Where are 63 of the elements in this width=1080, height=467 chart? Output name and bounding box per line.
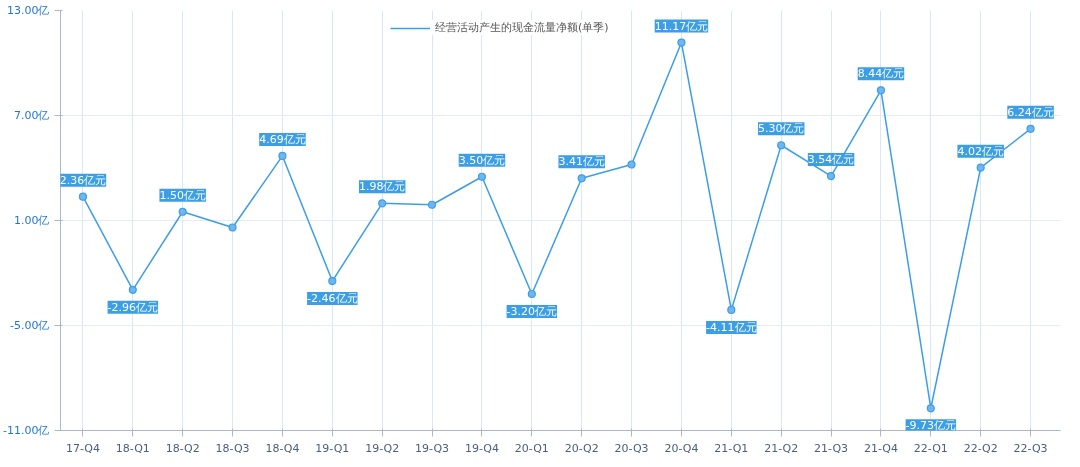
data-label: -9.73亿元 — [905, 419, 957, 433]
x-tick-label: 20-Q3 — [614, 441, 649, 455]
x-tick-label: 18-Q3 — [215, 441, 250, 455]
point — [427, 200, 437, 209]
x-tick-label: 20-Q2 — [564, 441, 599, 455]
data-label: 4.69亿元 — [259, 132, 306, 146]
data-label: 3.41亿元 — [558, 155, 605, 169]
data-label: -2.46亿元 — [307, 292, 358, 306]
data-label: 1.50亿元 — [159, 188, 206, 202]
point — [278, 151, 287, 161]
x-tick-label: 20-Q1 — [514, 441, 549, 455]
data-label: 3.54亿元 — [807, 153, 855, 167]
data-label: 8.44亿元 — [857, 67, 905, 81]
data-label: 3.50亿元 — [458, 153, 506, 167]
y-tick-label: -5.00亿 — [10, 319, 50, 332]
point — [926, 404, 935, 413]
x-tick-label: 19-Q2 — [365, 441, 400, 455]
point — [328, 276, 337, 286]
x-tick-label: 21-Q4 — [863, 441, 898, 455]
point — [128, 285, 137, 294]
legend-label: 经营活动产生的现金流量净额(单季) — [435, 20, 609, 35]
x-tick-label: 19-Q1 — [315, 441, 350, 455]
point — [527, 289, 536, 299]
point — [577, 174, 586, 183]
point — [976, 163, 985, 172]
data-label: 6.24亿元 — [1007, 105, 1054, 119]
x-tick-label: 17-Q4 — [65, 441, 100, 455]
data-label: 11.17亿元 — [654, 19, 709, 33]
data-label: 5.30亿元 — [757, 122, 805, 136]
point — [228, 223, 237, 232]
x-tick-label: 19-Q4 — [464, 441, 499, 455]
point — [826, 171, 836, 181]
point — [627, 160, 636, 169]
point — [477, 172, 487, 181]
point — [1026, 124, 1035, 133]
x-tick-label: 22-Q2 — [963, 441, 998, 455]
point — [876, 86, 886, 95]
y-tick-label: -11.00亿 — [3, 424, 50, 437]
x-tick-label: 18-Q4 — [265, 441, 300, 455]
x-tick-label: 18-Q2 — [165, 441, 200, 455]
data-label: -4.11亿元 — [706, 320, 757, 334]
x-tick-label: 18-Q1 — [115, 441, 150, 455]
data-label: -3.20亿元 — [506, 305, 558, 318]
data-label: 4.02亿元 — [957, 144, 1004, 158]
point — [677, 38, 686, 47]
point — [178, 207, 187, 216]
point — [777, 141, 786, 150]
x-tick-label: 19-Q3 — [415, 441, 450, 455]
point — [78, 192, 88, 201]
x-tick-label: 21-Q3 — [814, 441, 849, 455]
y-tick-label: 13.00亿 — [7, 4, 50, 17]
x-tick-label: 22-Q3 — [1013, 441, 1048, 455]
y-tick-label: 1.00亿 — [14, 214, 50, 227]
point — [378, 199, 387, 208]
data-label: 2.36亿元 — [59, 173, 107, 187]
x-tick-label: 20-Q4 — [664, 441, 699, 455]
data-label: -2.96亿元 — [107, 300, 159, 314]
data-label: 1.98亿元 — [358, 180, 406, 194]
x-tick-label: 21-Q2 — [764, 441, 799, 455]
y-tick-label: 7.00亿 — [14, 109, 50, 122]
point — [727, 305, 736, 315]
x-tick-label: 21-Q1 — [714, 441, 749, 455]
x-tick-label: 22-Q1 — [913, 441, 948, 455]
